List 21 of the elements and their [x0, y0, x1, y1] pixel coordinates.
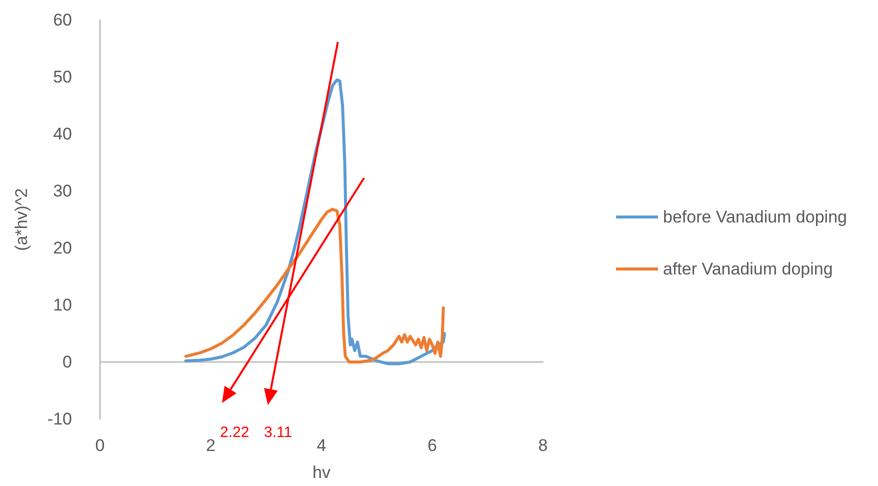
y-tick-label: 20 [53, 238, 72, 258]
y-tick-label: 30 [53, 182, 72, 200]
y-tick-label: 40 [53, 124, 72, 144]
y-tick-label: 60 [53, 10, 72, 30]
text: 2.22 [220, 424, 250, 441]
line-series [184, 78, 446, 366]
line-series [184, 208, 445, 364]
y-tick-label: 0 [62, 352, 72, 372]
y-tick-label: 50 [53, 68, 72, 86]
x-tick-label: 0 [95, 436, 105, 455]
legend-label: after Vanadium doping [663, 260, 833, 278]
text: 3.11 [264, 424, 292, 441]
x-tick-label: 8 [538, 436, 548, 455]
x-tick-label: 2 [206, 436, 216, 455]
x-axis-title: hv [312, 463, 331, 482]
legend-label: before Vanadium doping [663, 208, 847, 226]
x-tick-label: 4 [316, 436, 326, 455]
x-tick-label: 6 [428, 436, 437, 455]
y-tick-label: 10 [53, 296, 72, 314]
y-axis-title: (a*hv)^2 [12, 188, 31, 251]
y-tick-label: -10 [47, 410, 72, 428]
